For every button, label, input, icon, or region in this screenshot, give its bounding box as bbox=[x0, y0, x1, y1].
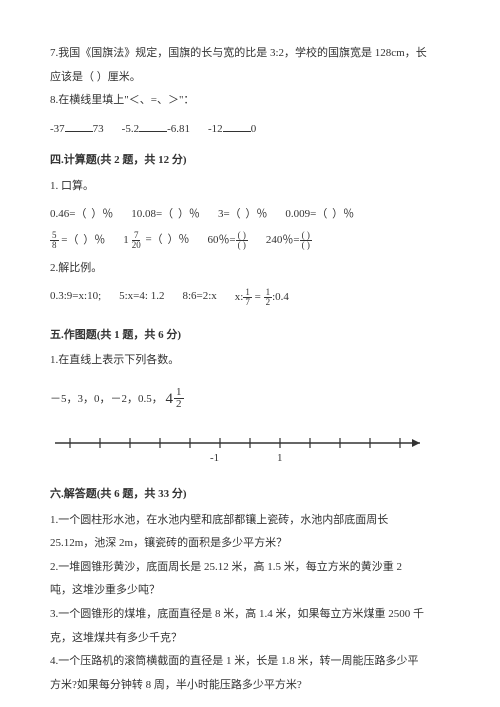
c1a: 0.46=（ ）％ bbox=[50, 206, 113, 224]
q8-item2: -5.2 -6.81 bbox=[122, 120, 190, 139]
calc-row2: 58 =（ ）％ 1720 =（ ）％ 60％=( )( ) 240％=( )(… bbox=[50, 231, 450, 250]
pfrac: ( )( ) bbox=[236, 231, 248, 250]
t: ）％ bbox=[178, 208, 200, 220]
rc: 8:6=2:x bbox=[182, 288, 216, 307]
pfrac: ( )( ) bbox=[300, 231, 312, 250]
t: 10.08=（ bbox=[131, 208, 173, 220]
sec5-q1: 1.在直线上表示下列各数。 bbox=[50, 352, 450, 370]
sec4-q2: 2.解比例。 bbox=[50, 260, 450, 278]
sec4-q1: 1. 口算。 bbox=[50, 178, 450, 196]
sec5-nums: －5，3，0，－2，0.5， 412 bbox=[50, 386, 450, 410]
frac: 58 bbox=[50, 231, 59, 250]
t: 0.46=（ bbox=[50, 208, 86, 220]
d: 2 bbox=[174, 399, 184, 410]
q61a: 1.一个圆柱形水池，在水池内壁和底部都镶上瓷砖，水池内部底面周长 bbox=[50, 512, 450, 530]
d: ( ) bbox=[236, 241, 248, 250]
number-line: -1 1 bbox=[50, 428, 450, 468]
calc-row1: 0.46=（ ）％ 10.08=（ ）％ 3=（ ）％ 0.009=（ ）％ bbox=[50, 206, 450, 224]
ratio-row: 0.3:9=x:10; 5:x=4: 1.2 8:6=2:x x:17 = 12… bbox=[50, 288, 450, 307]
q8: 8.在横线里填上"＜、=、＞"： bbox=[50, 92, 450, 110]
rb: 5:x=4: 1.2 bbox=[119, 288, 164, 307]
sec6-title: 六.解答题(共 6 题，共 33 分) bbox=[50, 486, 450, 504]
frac: 17 bbox=[243, 288, 252, 307]
frac: 12 bbox=[264, 288, 273, 307]
t: :0.4 bbox=[272, 291, 289, 303]
q8c: -5.2 bbox=[122, 123, 139, 135]
t: 3=（ bbox=[218, 208, 241, 220]
d: 7 bbox=[243, 298, 252, 307]
t: 240％= bbox=[266, 234, 300, 246]
t: ）％ bbox=[91, 208, 113, 220]
q8f: 0 bbox=[251, 123, 257, 135]
c2a: 58 =（ ）％ bbox=[50, 231, 105, 250]
tick-pos1: 1 bbox=[277, 452, 283, 464]
q7-line2: 应该是（ ）厘米。 bbox=[50, 69, 450, 87]
blank bbox=[223, 120, 251, 132]
blank bbox=[139, 120, 167, 132]
q7-b: 应该是（ bbox=[50, 71, 94, 83]
t: ）％ bbox=[83, 234, 105, 246]
q8-item3: -12 0 bbox=[208, 120, 256, 139]
mixed: 1720 bbox=[123, 231, 143, 250]
sec4-title: 四.计算题(共 2 题，共 12 分) bbox=[50, 152, 450, 170]
q8a: -37 bbox=[50, 123, 65, 135]
c1d: 0.009=（ ）％ bbox=[285, 206, 354, 224]
q7-c: ）厘米。 bbox=[97, 71, 141, 83]
d: 20 bbox=[130, 241, 143, 250]
tick-neg1: -1 bbox=[210, 452, 219, 464]
sec5-title: 五.作图题(共 1 题，共 6 分) bbox=[50, 327, 450, 345]
q7-line1: 7.我国《国旗法》规定，国旗的长与宽的比是 3:2，学校的国旗宽是 128cm，… bbox=[50, 45, 450, 63]
t: ）％ bbox=[167, 234, 189, 246]
w: 4 bbox=[166, 387, 174, 411]
blank bbox=[65, 120, 93, 132]
q8-row: -37 73 -5.2 -6.81 -12 0 bbox=[50, 120, 450, 139]
c2c: 60％=( )( ) bbox=[207, 231, 247, 250]
d: ( ) bbox=[300, 241, 312, 250]
q8-item1: -37 73 bbox=[50, 120, 104, 139]
nums: －5，3，0，－2，0.5， bbox=[50, 393, 163, 405]
mixed-big: 412 bbox=[166, 387, 184, 411]
q8b: 73 bbox=[93, 123, 104, 135]
d: 2 bbox=[264, 298, 273, 307]
c1c: 3=（ ）％ bbox=[218, 206, 267, 224]
q64b: 方米?如果每分钟转 8 周，半小时能压路多少平方米? bbox=[50, 677, 450, 695]
rd: x:17 = 12:0.4 bbox=[235, 288, 289, 307]
q63a: 3.一个圆锥形的煤堆，底面直径是 8 米，高 1.4 米，如果每立方米煤重 25… bbox=[50, 606, 450, 624]
d: 8 bbox=[50, 241, 59, 250]
t: x: bbox=[235, 291, 244, 303]
q62b: 吨，这堆沙重多少吨？ bbox=[50, 582, 450, 600]
t: 60％= bbox=[207, 234, 235, 246]
c1b: 10.08=（ ）％ bbox=[131, 206, 200, 224]
q63b: 克，这堆煤共有多少千克？ bbox=[50, 630, 450, 648]
ra: 0.3:9=x:10; bbox=[50, 288, 101, 307]
t: =（ bbox=[59, 234, 79, 246]
q8e: -12 bbox=[208, 123, 223, 135]
t: =（ bbox=[143, 234, 163, 246]
t: ）％ bbox=[332, 208, 354, 220]
c2b: 1720 =（ ）％ bbox=[123, 231, 189, 250]
q62a: 2.一堆圆锥形黄沙，底面周长是 25.12 米，高 1.5 米，每立方米的黄沙重… bbox=[50, 559, 450, 577]
q8d: -6.81 bbox=[167, 123, 190, 135]
w: 1 bbox=[123, 232, 129, 250]
t: 0.009=（ bbox=[285, 208, 327, 220]
t: = bbox=[252, 291, 264, 303]
t: ）％ bbox=[245, 208, 267, 220]
q64a: 4.一个压路机的滚筒横截面的直径是 1 米，长是 1.8 米，转一周能压路多少平 bbox=[50, 653, 450, 671]
c2d: 240％=( )( ) bbox=[266, 231, 312, 250]
q61b: 25.12m，池深 2m，镶瓷砖的面积是多少平方米？ bbox=[50, 535, 450, 553]
